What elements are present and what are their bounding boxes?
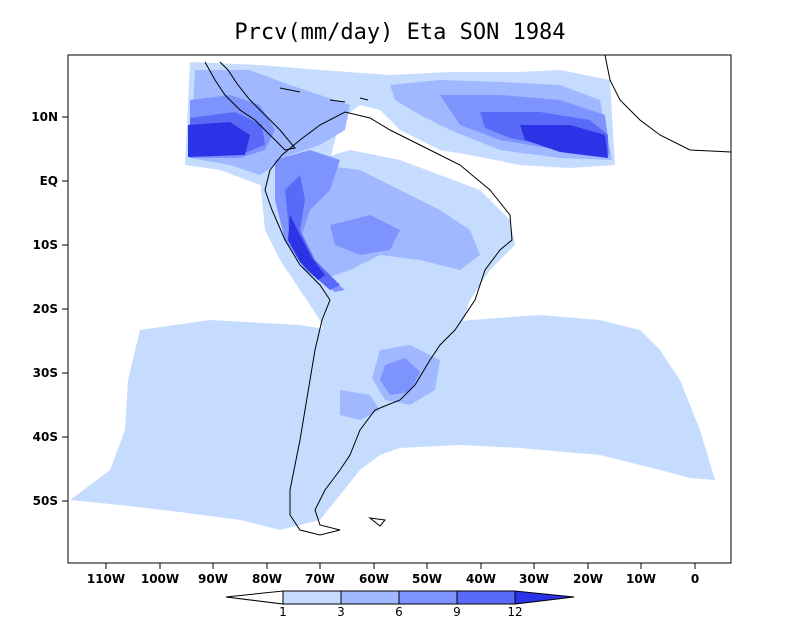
precip-level-5-pacific — [188, 122, 250, 157]
south-america-coast — [264, 111, 513, 536]
lon-label: 30W — [519, 572, 549, 586]
lon-label: 20W — [573, 572, 603, 586]
colorbar-segment — [340, 590, 400, 605]
coastlines — [204, 54, 732, 536]
lon-axis: 110W 100W 90W 80W 70W 60W 50W 40W 30W 20… — [87, 563, 699, 586]
lat-label: 10S — [33, 238, 58, 252]
colorbar-label: 1 — [279, 605, 287, 618]
colorbar-segment — [398, 590, 458, 605]
lat-label: 30S — [33, 366, 58, 380]
falklands — [368, 517, 386, 527]
precip-level-4-andes — [285, 175, 340, 290]
caribbean-islands — [279, 87, 369, 103]
map-title: Prcv(mm/day) Eta SON 1984 — [234, 20, 566, 45]
lon-label: 90W — [198, 572, 228, 586]
lat-label: 50S — [33, 494, 58, 508]
colorbar-low-arrow — [225, 590, 284, 605]
lon-label: 40W — [466, 572, 496, 586]
central-america-coast — [204, 61, 296, 151]
colorbar-label: 12 — [507, 605, 522, 618]
colorbar: 1 3 6 9 12 — [225, 590, 575, 618]
colorbar-segment — [282, 590, 342, 605]
lon-label: 80W — [252, 572, 282, 586]
colorbar-label: 6 — [395, 605, 403, 618]
precip-level-2-south — [340, 390, 380, 420]
lat-axis: 10N EQ 10S 20S 30S 40S 50S — [31, 110, 68, 508]
precip-level-3-amazon — [330, 215, 400, 255]
africa-coast — [604, 54, 732, 153]
lon-label: 110W — [87, 572, 125, 586]
colorbar-segment — [456, 590, 516, 605]
precip-field — [70, 62, 715, 530]
lon-label: 10W — [626, 572, 656, 586]
precip-level-5-atl — [520, 125, 608, 158]
lat-label: 40S — [33, 430, 58, 444]
colorbar-high-arrow — [514, 590, 575, 605]
lat-label: EQ — [40, 174, 58, 188]
colorbar-label: 3 — [337, 605, 345, 618]
lat-label: 20S — [33, 302, 58, 316]
precip-level-5-andes — [288, 215, 325, 280]
lon-label: 60W — [359, 572, 389, 586]
lon-label: 100W — [141, 572, 179, 586]
colorbar-label: 9 — [453, 605, 461, 618]
lon-label: 70W — [305, 572, 335, 586]
lat-label: 10N — [31, 110, 58, 124]
lon-label: 0 — [691, 572, 699, 586]
lon-label: 50W — [412, 572, 442, 586]
precip-level-3-plata — [380, 358, 420, 395]
